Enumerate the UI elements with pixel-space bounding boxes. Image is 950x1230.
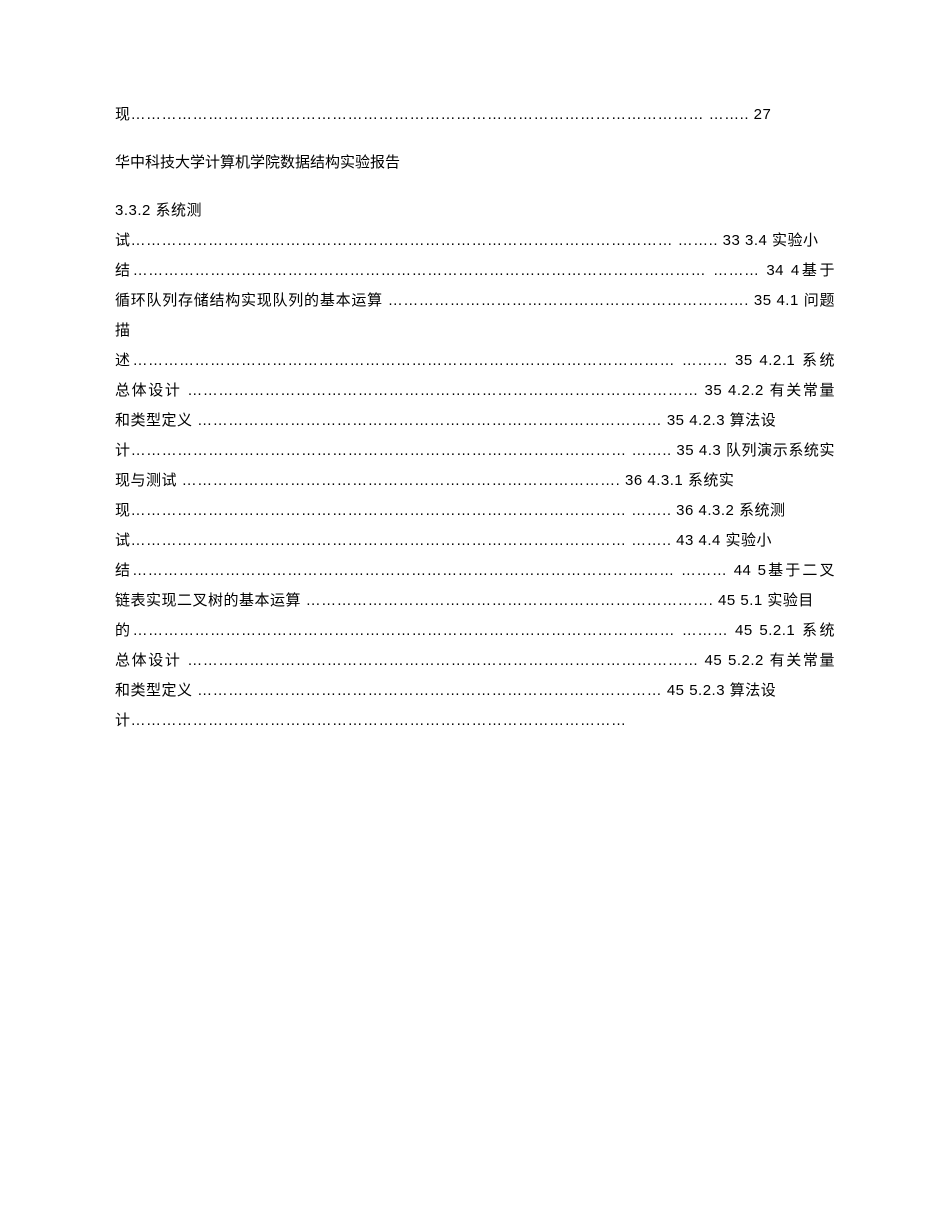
- toc-line-1: 现………………………………………………………………………………………………… ……: [115, 100, 835, 130]
- toc-line-5: 述…………………………………………………………………………………………… …………: [115, 346, 835, 436]
- toc-line-10: 的…………………………………………………………………………………………… …………: [115, 616, 835, 706]
- toc-line-7: 现…………………………………………………………………………………… …….. 3…: [115, 496, 835, 526]
- document-header: 华中科技大学计算机学院数据结构实验报告: [115, 148, 835, 178]
- toc-line-11: 计……………………………………………………………………………………: [115, 706, 835, 736]
- toc-line-6: 计…………………………………………………………………………………… …….. 3…: [115, 436, 835, 496]
- toc-line-3: 试…………………………………………………………………………………………… …….…: [115, 226, 835, 256]
- toc-line-9: 结…………………………………………………………………………………………… …………: [115, 556, 835, 616]
- toc-line-4: 结………………………………………………………………………………………………… ……: [115, 256, 835, 346]
- toc-line-2: 3.3.2 系统测: [115, 196, 835, 226]
- toc-line-8: 试…………………………………………………………………………………… …….. 4…: [115, 526, 835, 556]
